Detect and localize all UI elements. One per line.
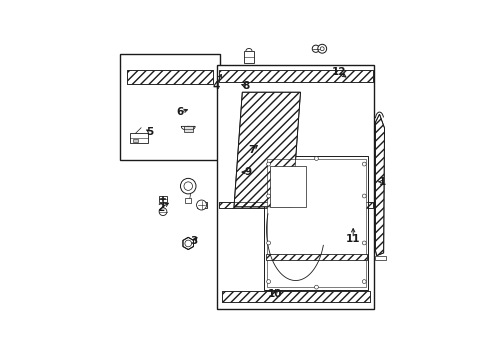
Text: 4: 4 [212, 81, 219, 91]
Bar [185, 198, 191, 203]
Circle shape [362, 280, 366, 284]
Circle shape [266, 162, 270, 166]
Bar [218, 202, 372, 208]
Polygon shape [375, 114, 384, 256]
Circle shape [362, 194, 366, 198]
Circle shape [159, 208, 166, 216]
Text: 10: 10 [268, 289, 282, 299]
Circle shape [317, 44, 326, 53]
Circle shape [180, 178, 196, 194]
Bar [265, 254, 366, 260]
Circle shape [196, 200, 206, 210]
Bar [267, 158, 365, 287]
Bar [264, 156, 367, 290]
Bar [133, 139, 138, 141]
Bar [218, 202, 372, 208]
Bar [218, 69, 372, 82]
Circle shape [312, 45, 319, 52]
Polygon shape [181, 126, 189, 130]
Bar [221, 291, 369, 302]
Bar [218, 69, 372, 82]
Polygon shape [183, 237, 193, 249]
Circle shape [314, 157, 318, 161]
Polygon shape [233, 92, 300, 207]
Bar [269, 166, 306, 207]
Text: 7: 7 [248, 145, 255, 155]
Text: 9: 9 [244, 167, 251, 177]
Bar [196, 202, 207, 208]
Bar [221, 291, 369, 302]
Text: 1: 1 [378, 177, 385, 187]
Bar [130, 133, 148, 143]
Circle shape [314, 285, 318, 289]
Text: 11: 11 [345, 234, 360, 244]
Bar [127, 70, 213, 84]
Text: 5: 5 [145, 127, 153, 137]
Bar [243, 51, 254, 63]
Bar [375, 256, 386, 260]
Bar [159, 196, 166, 202]
Bar [120, 54, 220, 159]
Circle shape [184, 240, 191, 247]
Text: 3: 3 [190, 237, 197, 246]
Bar [217, 66, 373, 309]
Text: 6: 6 [176, 108, 183, 117]
Circle shape [320, 47, 324, 51]
Bar [265, 254, 366, 260]
Circle shape [266, 280, 270, 284]
Bar [183, 126, 193, 132]
Circle shape [266, 241, 270, 245]
Text: 12: 12 [331, 67, 346, 77]
Bar [127, 70, 213, 84]
Text: 8: 8 [243, 81, 249, 91]
Circle shape [362, 162, 366, 166]
Circle shape [183, 182, 192, 190]
Text: 2: 2 [157, 203, 164, 213]
Circle shape [266, 194, 270, 198]
Circle shape [362, 241, 366, 245]
Polygon shape [186, 126, 195, 130]
